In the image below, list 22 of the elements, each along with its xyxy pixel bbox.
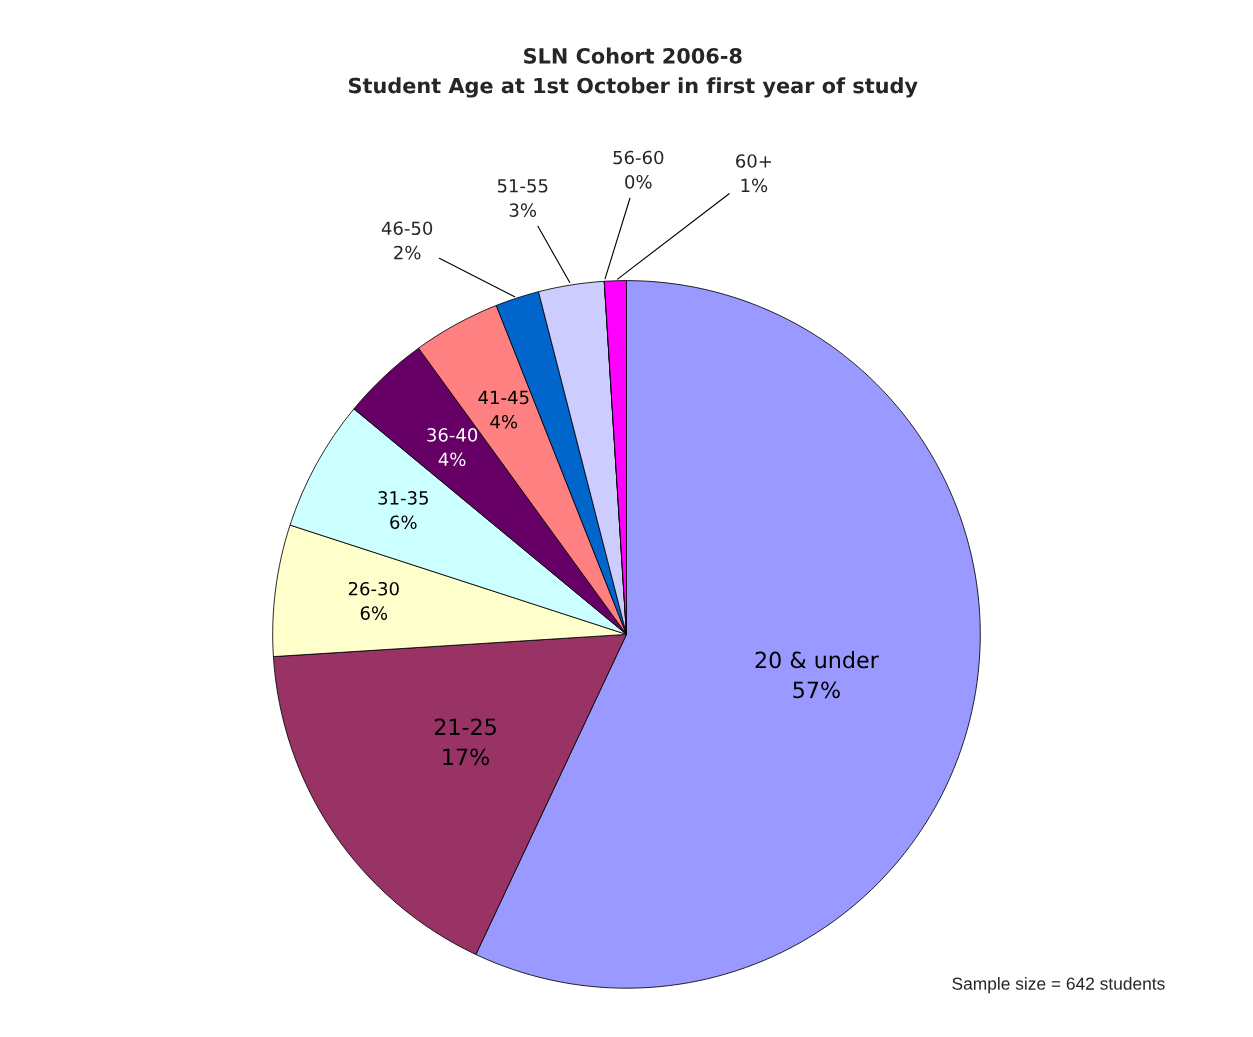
data-label: 17%	[443, 748, 490, 766]
slice-label: 31-35	[378, 491, 428, 505]
text: Sample size = 642 students	[952, 977, 1165, 994]
slice-label: 51-55	[497, 179, 548, 193]
data-label: 6%	[360, 606, 388, 620]
data-label: 2%	[394, 245, 421, 260]
data-label: 3%	[509, 203, 537, 217]
data-label: 4%	[490, 414, 518, 429]
slice-label: 60+	[736, 154, 771, 168]
data-label: 6%	[390, 515, 417, 530]
slice-label: 41-45	[478, 390, 529, 405]
data-label: 57%	[793, 681, 840, 699]
slice-label: 46-50	[381, 221, 433, 236]
data-label: 1%	[741, 178, 768, 193]
slice-label: 20 & under	[755, 651, 879, 669]
text: 0%	[625, 174, 652, 189]
category-label: 56-60	[613, 150, 664, 165]
slice-label: 26-30	[348, 581, 399, 596]
slice-label: 21-25	[434, 718, 496, 736]
chart-title: SLN Cohort 2006-8 Student Age at 1st October in first year of study	[349, 47, 918, 98]
slice-label: 36-40	[427, 428, 478, 442]
data-label: 4%	[438, 452, 466, 467]
